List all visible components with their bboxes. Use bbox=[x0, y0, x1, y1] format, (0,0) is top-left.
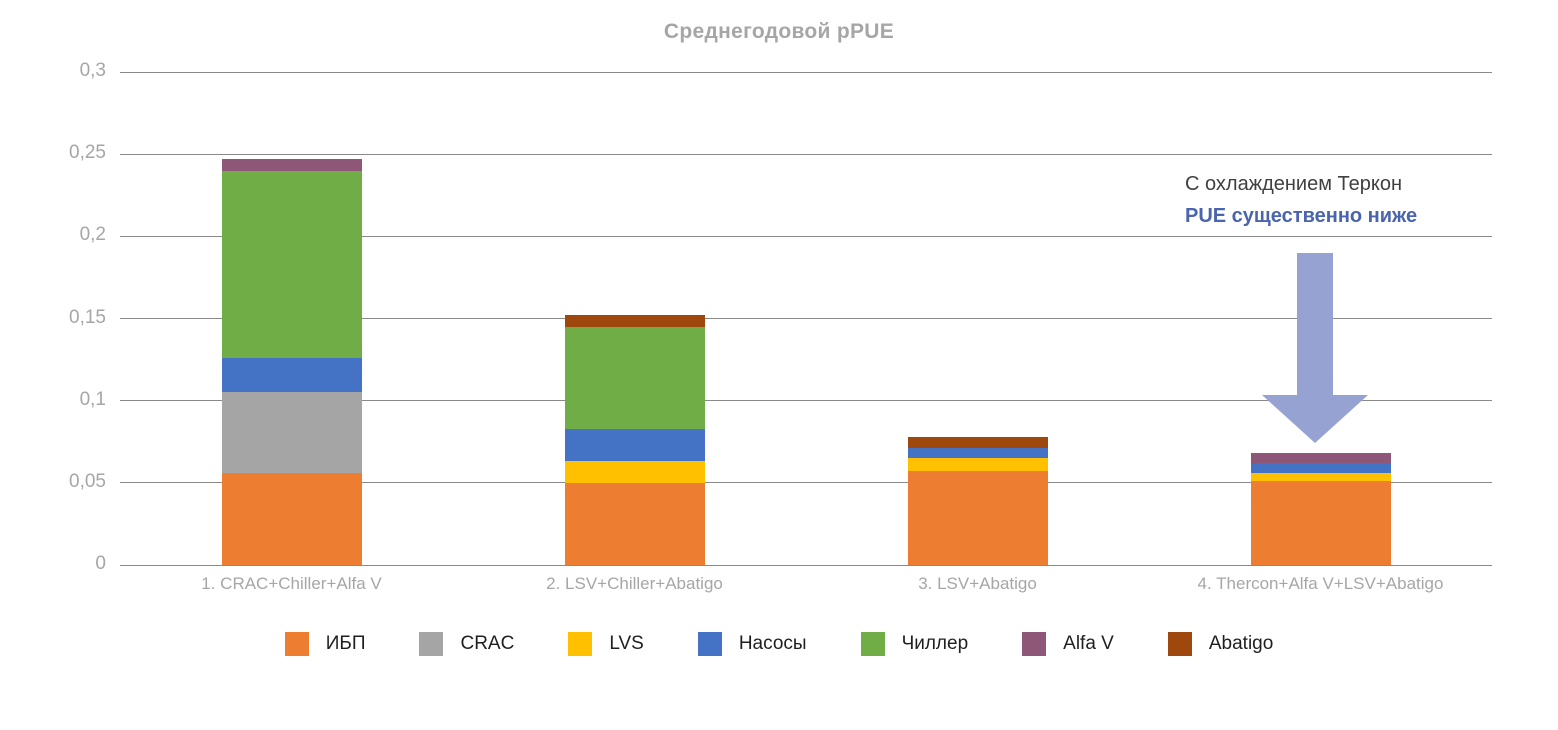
bar-segment-Alfa V bbox=[221, 159, 362, 171]
x-axis-category-label: 3. LSV+Abatigo bbox=[918, 574, 1037, 593]
legend-label: Насосы bbox=[738, 633, 807, 654]
annotation-text-line1: С охлаждением Теркон bbox=[1185, 173, 1402, 195]
x-axis-category-label: 4. Thercon+Alfa V+LSV+Abatigo bbox=[1197, 574, 1444, 593]
gridline bbox=[120, 482, 1492, 484]
annotation-text-line2: PUE существенно ниже bbox=[1185, 205, 1418, 227]
y-axis-tick-label: 0,25 bbox=[69, 142, 106, 164]
legend-swatch-icon bbox=[284, 632, 309, 656]
bar-segment-Чиллер bbox=[221, 170, 362, 358]
legend-swatch-icon bbox=[1167, 632, 1192, 656]
legend-item-LVS: LVS bbox=[568, 632, 644, 656]
gridline bbox=[120, 235, 1492, 237]
legend-label: Чиллер bbox=[901, 633, 969, 654]
bar-segment-CRAC bbox=[221, 392, 362, 473]
y-axis-tick-label: 0,1 bbox=[79, 388, 106, 410]
bar-segment-Чиллер bbox=[564, 326, 705, 429]
y-axis-tick-label: 0 bbox=[95, 553, 106, 574]
x-axis-category-label: 1. CRAC+Chiller+Alfa V bbox=[201, 574, 382, 593]
bar-segment-Abatigo bbox=[564, 315, 705, 327]
bar-segment-LVS bbox=[564, 461, 705, 483]
legend-item-ИБП: ИБП bbox=[284, 632, 366, 656]
legend-label: Alfa V bbox=[1063, 633, 1114, 654]
legend: ИБП CRAC LVS Насосы Чиллер Alfa V Abatigo bbox=[0, 632, 1558, 656]
legend-label: Abatigo bbox=[1208, 633, 1274, 654]
legend-swatch-icon bbox=[697, 632, 722, 656]
bar-segment-LVS bbox=[1250, 472, 1391, 482]
bar-segment-ИБП bbox=[1250, 481, 1391, 565]
legend-swatch-icon bbox=[860, 632, 885, 656]
bar-segment-Насосы bbox=[1250, 463, 1391, 473]
gridline bbox=[120, 153, 1492, 155]
legend-item-Alfa V: Alfa V bbox=[1022, 632, 1114, 656]
legend-label: LVS bbox=[609, 633, 644, 654]
legend-swatch-icon bbox=[419, 632, 444, 656]
bar-segment-Насосы bbox=[564, 428, 705, 462]
legend-label: ИБП bbox=[325, 633, 366, 654]
chart-title: Среднегодовой pPUE bbox=[663, 20, 895, 43]
legend-item-Abatigo: Abatigo bbox=[1167, 632, 1274, 656]
bar-segment-Насосы bbox=[907, 448, 1048, 459]
legend-label: CRAC bbox=[460, 633, 515, 654]
y-axis-tick-label: 0,3 bbox=[79, 60, 106, 81]
legend-swatch-icon bbox=[568, 632, 593, 656]
y-axis-tick-label: 0,05 bbox=[69, 470, 106, 492]
gridline bbox=[120, 71, 1492, 73]
legend-item-Насосы: Насосы bbox=[697, 632, 807, 656]
gridline bbox=[120, 564, 1492, 566]
bar-segment-ИБП bbox=[221, 472, 362, 565]
x-axis-category-label: 2. LSV+Chiller+Abatigo bbox=[546, 574, 723, 593]
legend-swatch-icon bbox=[1022, 632, 1047, 656]
bar-segment-Alfa V bbox=[1250, 453, 1391, 464]
bar-segment-ИБП bbox=[907, 471, 1048, 565]
annotation-callout: С охлаждением Теркон PUE существенно ниж… bbox=[1185, 168, 1417, 232]
gridline bbox=[120, 318, 1492, 319]
gridline bbox=[120, 400, 1492, 402]
bar-segment-Abatigo bbox=[907, 436, 1048, 449]
bar-segment-LVS bbox=[907, 458, 1048, 472]
bar-segment-Насосы bbox=[221, 357, 362, 393]
legend-item-Чиллер: Чиллер bbox=[860, 632, 969, 656]
y-axis-tick-label: 0,15 bbox=[69, 306, 106, 328]
bar-segment-ИБП bbox=[564, 482, 705, 565]
down-arrow-icon bbox=[1262, 253, 1368, 443]
legend-item-CRAC: CRAC bbox=[419, 632, 514, 656]
y-axis-tick-label: 0,2 bbox=[79, 224, 106, 246]
